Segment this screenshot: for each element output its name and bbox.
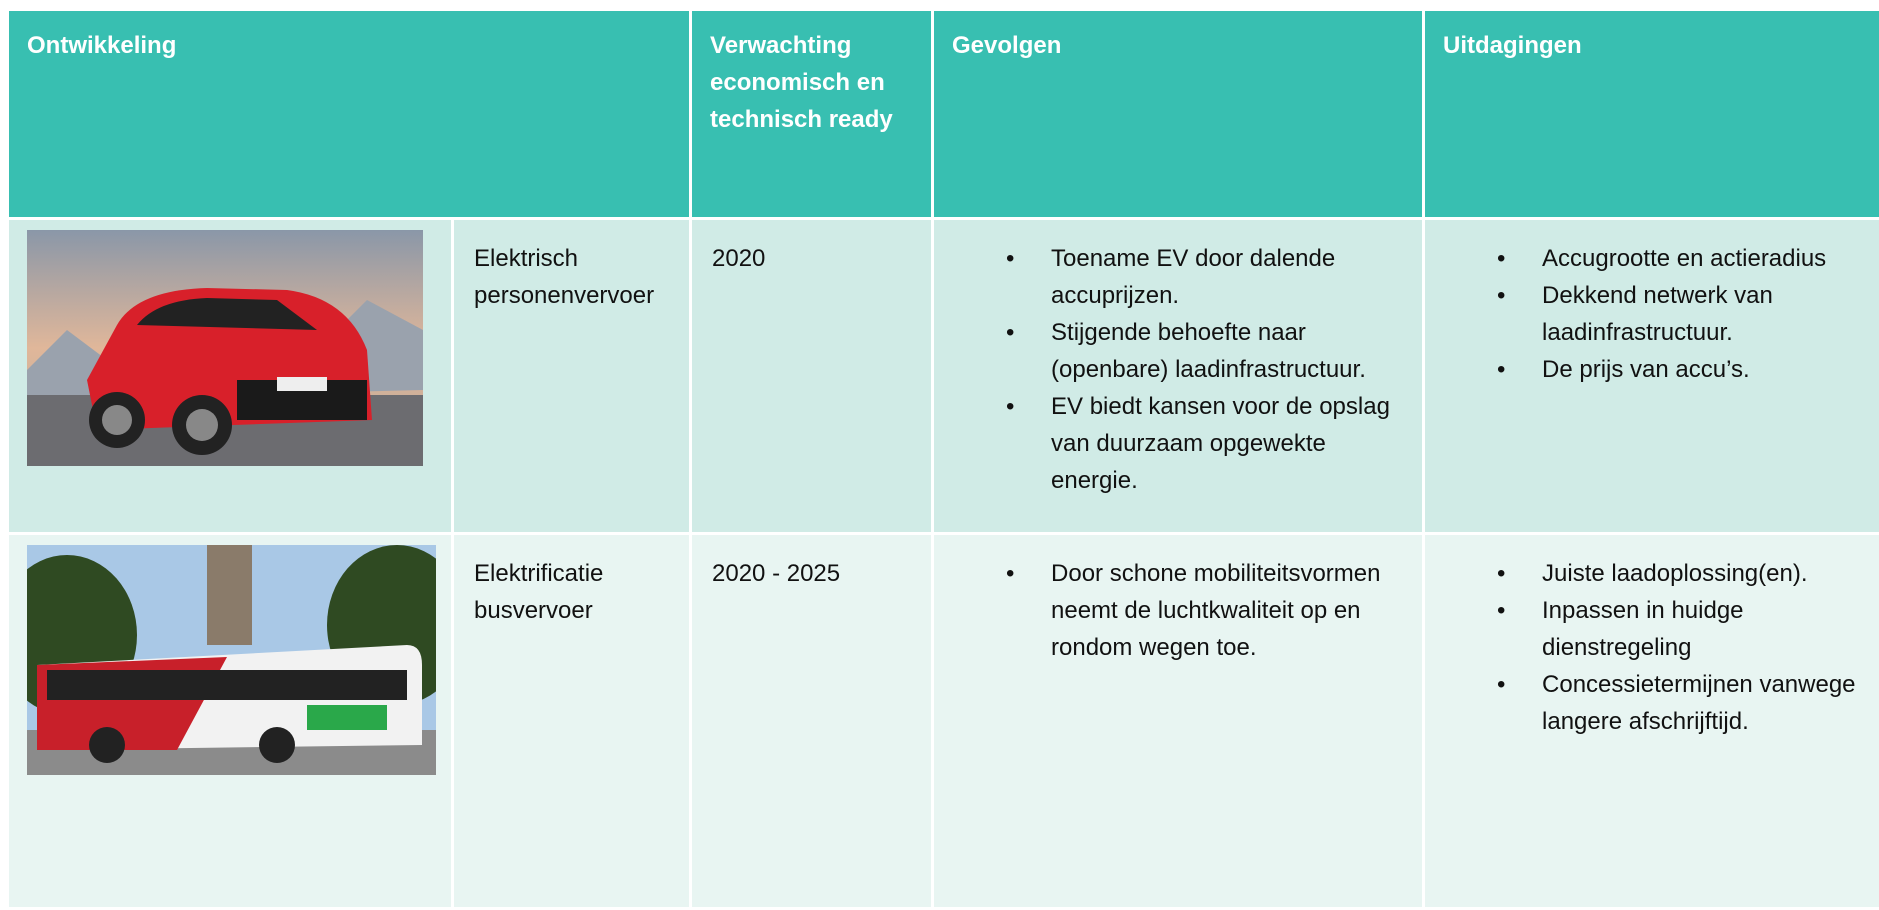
header-cell: Gevolgen (933, 10, 1424, 219)
consequences-list: Toename EV door dalende accuprijzen.Stij… (934, 240, 1402, 499)
challenges-list: Juiste laadoplossing(en).Inpassen in hui… (1425, 555, 1862, 740)
consequences-list: Door schone mobiliteitsvormen neemt de l… (934, 555, 1402, 666)
development-table: Ontwikkeling Verwachting economisch en t… (6, 8, 1879, 910)
consequences-cell: Door schone mobiliteitsvormen neemt de l… (933, 534, 1424, 909)
bullet-item: De prijs van accu’s. (1542, 351, 1862, 388)
page: {"table":{"header":["Ontwikkeling","Verw… (0, 0, 1879, 869)
row: Elektrisch personenvervoer 2020 Toename … (8, 219, 1879, 534)
challenges-cell: Juiste laadoplossing(en).Inpassen in hui… (1424, 534, 1879, 909)
challenges-cell: Accugrootte en actieradiusDekkend netwer… (1424, 219, 1879, 534)
image-cell (8, 219, 453, 534)
bullet-item: EV biedt kansen voor de opslag van duurz… (1051, 388, 1402, 499)
bus-photo (27, 545, 436, 775)
bullet-item: Accugrootte en actieradius (1542, 240, 1862, 277)
bullet-item: Dekkend netwerk van laadinfrastructuur. (1542, 277, 1862, 351)
header-cell: Uitdagingen (1424, 10, 1879, 219)
row: Elektrificatie busvervoer 2020 - 2025 Do… (8, 534, 1879, 909)
period-cell: 2020 - 2025 (691, 534, 933, 909)
period-cell: 2020 (691, 219, 933, 534)
header-cell: Verwachting economisch en technisch read… (691, 10, 933, 219)
header-row: Ontwikkeling Verwachting economisch en t… (8, 10, 1879, 219)
bullet-item: Stijgende behoefte naar (openbare) laadi… (1051, 314, 1402, 388)
name-cell: Elektrisch personenvervoer (453, 219, 691, 534)
body: Ontwikkeling Verwachting economisch en t… (0, 0, 1879, 869)
image-cell (8, 534, 453, 909)
header-cell: Ontwikkeling (8, 10, 691, 219)
bullet-item: Concessietermijnen vanwege langere afsch… (1542, 666, 1862, 740)
car-photo (27, 230, 423, 466)
bullet-item: Toename EV door dalende accuprijzen. (1051, 240, 1402, 314)
challenges-list: Accugrootte en actieradiusDekkend netwer… (1425, 240, 1862, 388)
consequences-cell: Toename EV door dalende accuprijzen.Stij… (933, 219, 1424, 534)
bullet-item: Door schone mobiliteitsvormen neemt de l… (1051, 555, 1402, 666)
bullet-item: Inpassen in huidge dienstregeling (1542, 592, 1862, 666)
name-cell: Elektrificatie busvervoer (453, 534, 691, 909)
bullet-item: Juiste laadoplossing(en). (1542, 555, 1862, 592)
